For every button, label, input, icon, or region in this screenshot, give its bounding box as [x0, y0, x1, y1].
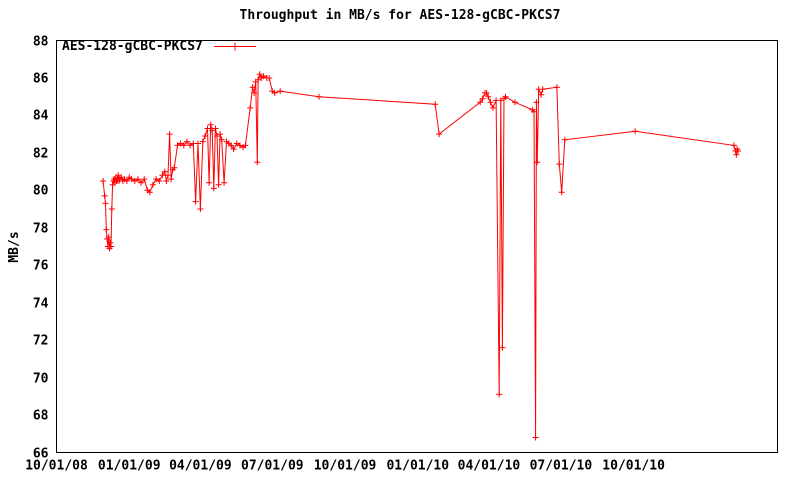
x-tick-label: 10/01/08	[25, 459, 88, 474]
y-tick-label: 66	[33, 447, 49, 462]
plot-border	[56, 40, 778, 453]
y-tick-label: 70	[33, 372, 49, 387]
y-tick-label: 78	[33, 222, 49, 237]
x-tick-label: 07/01/09	[241, 459, 304, 474]
y-tick-label: 80	[33, 184, 49, 199]
y-tick-label: 72	[33, 334, 49, 349]
y-tick-label: 74	[33, 297, 49, 312]
y-tick-label: 88	[33, 35, 49, 50]
y-tick-label: 68	[33, 409, 49, 424]
x-tick-label: 01/01/10	[386, 459, 449, 474]
legend-sample-line	[213, 42, 256, 51]
legend-label: AES-128-gCBC-PKCS7	[62, 39, 203, 54]
series-line	[102, 72, 739, 438]
x-tick-label: 01/01/09	[98, 459, 161, 474]
x-tick-label: 04/01/09	[169, 459, 232, 474]
legend: AES-128-gCBC-PKCS7	[62, 39, 257, 54]
x-tick-label: 04/01/10	[458, 459, 521, 474]
legend-plus-marker-icon	[230, 42, 239, 51]
x-tick-label: 07/01/10	[530, 459, 593, 474]
chart-title: Throughput in MB/s for AES-128-gCBC-PKCS…	[239, 8, 561, 23]
data-point-markers	[100, 71, 741, 441]
y-tick-label: 76	[33, 259, 49, 274]
x-tick-label: 10/01/09	[314, 459, 377, 474]
x-tick-label: 10/01/10	[602, 459, 665, 474]
y-tick-label: 86	[33, 72, 49, 87]
y-tick-label: 84	[33, 109, 49, 124]
y-tick-label: 82	[33, 147, 49, 162]
